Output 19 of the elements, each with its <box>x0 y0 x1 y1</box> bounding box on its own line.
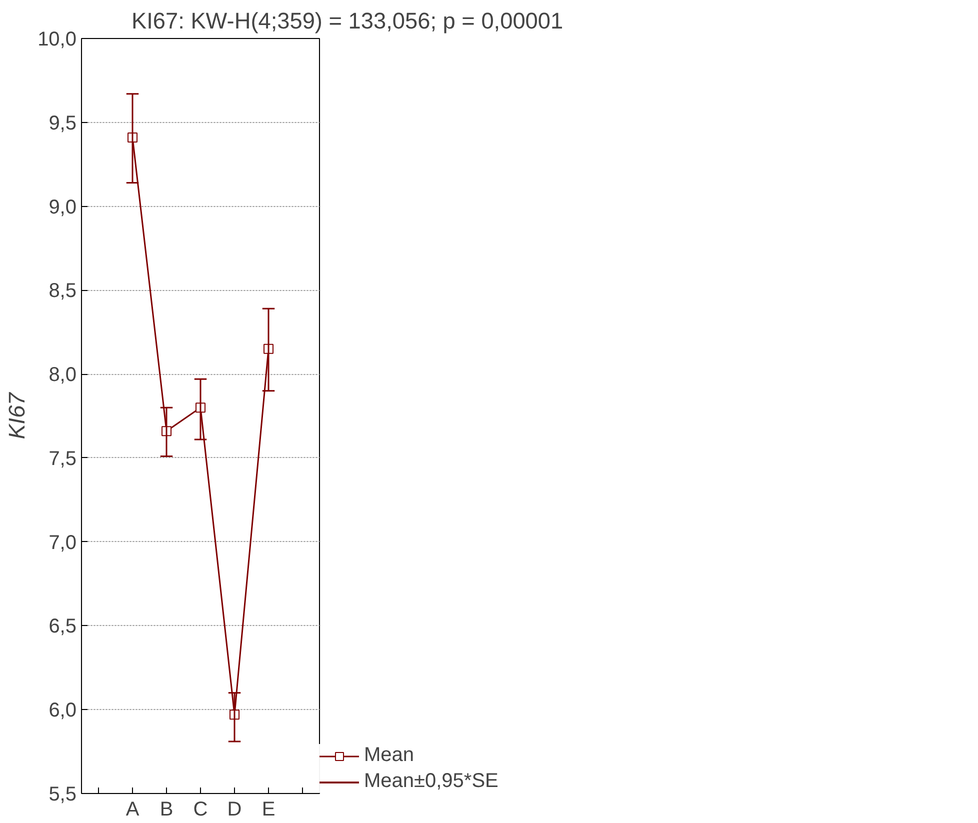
y-tick-label: 7,5 <box>48 448 77 470</box>
chart-title: KI67: KW-H(4;359) = 133,056; p = 0,00001 <box>132 8 564 34</box>
y-tick-label: 6,5 <box>48 616 77 638</box>
y-tick-label: 8,0 <box>48 364 77 386</box>
x-tick-label: D <box>227 798 242 820</box>
x-tick-label: E <box>262 798 276 820</box>
y-tick-label: 9,5 <box>48 112 77 134</box>
legend-label: Mean <box>364 744 414 767</box>
y-tick-label: 6,0 <box>48 700 77 722</box>
x-tick-label: B <box>160 798 174 820</box>
text: Mean±0,95*SE <box>364 770 498 793</box>
y-tick-label: 5,5 <box>48 784 77 806</box>
y-tick-label: 7,0 <box>48 532 77 554</box>
x-tick-label: C <box>193 798 208 820</box>
y-tick-label: 8,5 <box>48 280 77 302</box>
x-tick-label: A <box>126 798 140 820</box>
y-tick-label: 10,0 <box>38 28 77 50</box>
y-tick-label: 9,0 <box>48 196 77 218</box>
y-axis-title: KI67 <box>4 391 30 440</box>
